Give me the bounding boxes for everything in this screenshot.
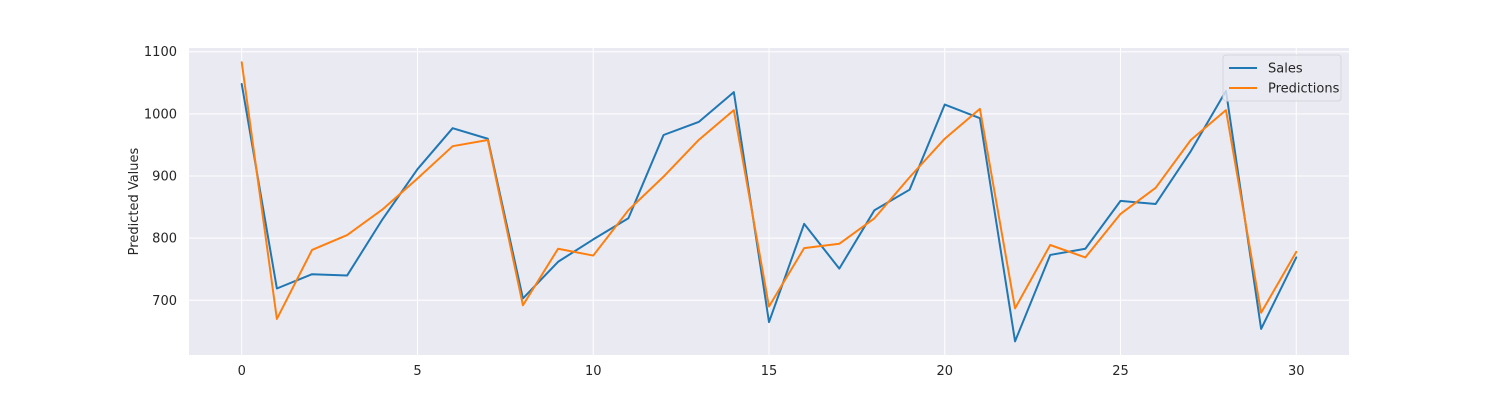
x-tick-label: 25	[1112, 364, 1129, 379]
x-axis-ticks: 0 5 10 15 20 25 30	[238, 364, 1305, 379]
x-tick-label: 10	[585, 364, 602, 379]
y-axis-ticks: 700 800 900 1000 1100	[144, 45, 177, 309]
x-tick-label: 30	[1288, 364, 1305, 379]
y-tick-label: 800	[152, 232, 177, 247]
y-axis-label: Predicted Values	[127, 147, 142, 255]
y-tick-label: 1100	[144, 45, 177, 60]
x-tick-label: 15	[761, 364, 778, 379]
series-line-sales	[240, 83, 1298, 343]
series-line-predictions	[240, 61, 1298, 320]
legend: Sales Predictions	[1222, 54, 1342, 102]
y-tick-label: 1000	[144, 107, 177, 122]
legend-box	[1222, 54, 1342, 102]
series-layer	[240, 61, 1298, 343]
legend-label: Sales	[1268, 62, 1303, 77]
grid-lines	[189, 48, 1349, 355]
y-tick-label: 900	[152, 170, 177, 185]
x-tick-label: 20	[936, 364, 953, 379]
x-tick-label: 5	[413, 364, 421, 379]
legend-label: Predictions	[1268, 82, 1340, 97]
y-tick-label: 700	[152, 294, 177, 309]
x-tick-label: 0	[238, 364, 246, 379]
